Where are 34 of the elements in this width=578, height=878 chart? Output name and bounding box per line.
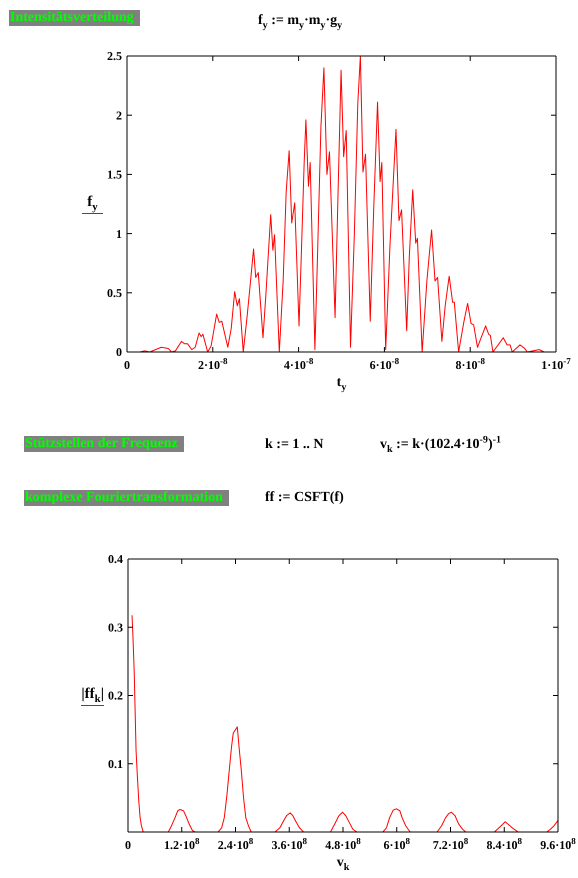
y-tick-label: 0.4 — [108, 552, 123, 566]
x-tick-label: 2.4·10$^{8}$ — [218, 836, 254, 852]
y-tick-label: 0.1 — [108, 756, 123, 771]
y-tick-label: 0.2 — [108, 688, 123, 703]
text: |ff$_{k}$| — [81, 686, 104, 704]
x-tick-label: 4·10$^{-8}$ — [284, 356, 314, 372]
chart-subtitle: f$_{y}$ := m$_{y}$·m$_{y}$·g$_{y}$ — [258, 13, 342, 31]
x-tick-label: 3.6·10$^{8}$ — [271, 836, 308, 852]
text: Stützstellen der Frequenz — [24, 436, 184, 452]
chart-title: Intensitätsverteilung — [9, 10, 140, 26]
text: f$_{y}$ — [87, 194, 98, 213]
x-tick-label: 1.2·10$^{8}$ — [164, 836, 200, 852]
y-tick-label: 2.5 — [107, 49, 122, 64]
x-tick-label: 1·10$^{-7}$ — [541, 356, 572, 372]
x-tick-label: 9.6·10$^{8}$ — [540, 836, 576, 852]
y-tick-label: 1.5 — [107, 168, 122, 182]
y-tick-label: 1 — [116, 226, 122, 241]
x-tick-label: 8·10$^{-8}$ — [455, 356, 486, 372]
y-tick-label: 0 — [116, 345, 122, 360]
y-tick-label: 2 — [116, 108, 122, 122]
y-tick-label: 0.5 — [107, 286, 122, 300]
text: v$_{k}$ := k·(102.4·10$^{-9}$)$^{-1}$ — [380, 434, 502, 455]
y-tick-label: 0.3 — [108, 620, 123, 634]
x-tick-label: 7.2·10$^{8}$ — [432, 836, 469, 852]
x-tick-label: 4.8·10$^{8}$ — [325, 836, 362, 852]
x-axis-title: t$_{y}$ — [336, 375, 346, 393]
x-tick-label: 8.4·10$^{8}$ — [486, 836, 523, 852]
x-tick-label: 2·10$^{-8}$ — [198, 356, 228, 372]
text: komplexe Fouriertransformation — [24, 490, 229, 506]
x-axis-title: v$_{k}$ — [336, 855, 350, 873]
text: k := 1 .. N — [265, 437, 324, 453]
text: ff := CSFT(f) — [265, 490, 344, 506]
x-tick-label: 6·10$^{-8}$ — [370, 356, 400, 372]
x-tick-label: 6·10$^{8}$ — [383, 836, 411, 852]
